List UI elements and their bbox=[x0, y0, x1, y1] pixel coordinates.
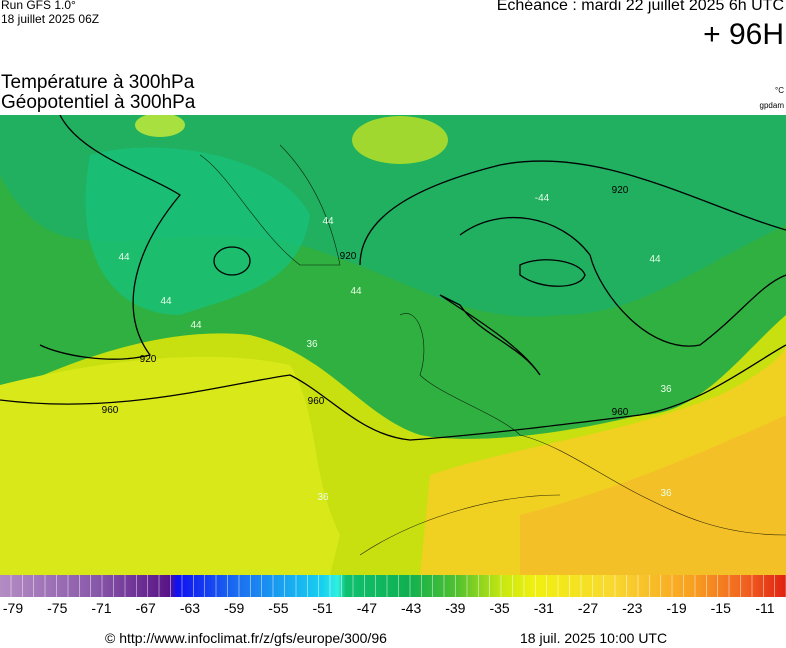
title-temperature: Température à 300hPa bbox=[1, 72, 195, 93]
contour-label: 920 bbox=[140, 354, 157, 365]
isotherm-label: 44 bbox=[190, 320, 202, 331]
colorbar-label: -71 bbox=[91, 600, 112, 616]
map: 920 920 920 960 960 960 44 44 44 44 44 -44 44 36 36 36 3… bbox=[0, 115, 786, 575]
colorbar-label: -15 bbox=[710, 600, 731, 616]
colorbar-label: -23 bbox=[622, 600, 643, 616]
coastlines bbox=[199, 144, 786, 556]
colorbar-label: -79 bbox=[2, 600, 24, 616]
colorbar-label: -59 bbox=[224, 600, 245, 616]
isotherm-label: 36 bbox=[660, 488, 672, 499]
isotherm-label: 44 bbox=[118, 252, 130, 263]
contour-label: 960 bbox=[308, 396, 325, 407]
warm-spot bbox=[135, 115, 185, 137]
isotherm-label: 36 bbox=[660, 384, 672, 395]
isotherm-label: 44 bbox=[322, 216, 334, 227]
colorbar-label: -67 bbox=[135, 600, 156, 616]
zone-yellow bbox=[0, 356, 340, 575]
colorbar-label: -35 bbox=[489, 600, 510, 616]
isotherm-label: 36 bbox=[306, 339, 318, 350]
lead-time: + 96H bbox=[703, 18, 784, 51]
contour-label: 960 bbox=[612, 407, 629, 418]
colorbar-label: -11 bbox=[755, 600, 775, 616]
unit-geo: gpdam bbox=[759, 101, 784, 110]
colorbar-stripes bbox=[0, 575, 786, 597]
zone-orange2 bbox=[520, 415, 786, 575]
isotherm-label: 36 bbox=[317, 492, 329, 503]
isotherm-label: 44 bbox=[649, 254, 661, 265]
isotherm-label: 44 bbox=[160, 296, 172, 307]
unit-temp: °C bbox=[775, 86, 784, 95]
colorbar bbox=[0, 575, 786, 597]
colorbar-label: -47 bbox=[356, 600, 377, 616]
geopotential-contours bbox=[0, 115, 786, 441]
footer-url: © http://www.infoclimat.fr/z/gfs/europe/… bbox=[105, 630, 387, 646]
colorbar-label: -63 bbox=[179, 600, 201, 616]
colorbar-label: -31 bbox=[533, 600, 554, 616]
title-geopotential: Géopotentiel à 300hPa bbox=[1, 92, 196, 113]
warm-spot bbox=[352, 116, 448, 164]
footer-timestamp: 18 juil. 2025 10:00 UTC bbox=[520, 630, 668, 646]
colorbar-label: -75 bbox=[47, 600, 68, 616]
contour-label: 920 bbox=[612, 185, 629, 196]
colorbar-label: -39 bbox=[445, 600, 466, 616]
contour-label: 960 bbox=[102, 405, 119, 416]
colorbar-label: -43 bbox=[400, 600, 422, 616]
isotherm-label: 44 bbox=[350, 286, 362, 297]
zone-cold bbox=[85, 147, 310, 315]
isotherm-label: -44 bbox=[535, 193, 550, 204]
colorbar-label: -51 bbox=[312, 600, 333, 616]
colorbar-label: -19 bbox=[666, 600, 687, 616]
colorbar-label: -55 bbox=[268, 600, 289, 616]
colorbar-label: -27 bbox=[577, 600, 599, 616]
contour-label: 920 bbox=[340, 251, 357, 262]
valid-time: Echéance : mardi 22 juillet 2025 6h UTC bbox=[496, 0, 784, 14]
run-label: Run GFS 1.0° bbox=[1, 0, 76, 12]
run-date: 18 juillet 2025 06Z bbox=[1, 12, 100, 26]
